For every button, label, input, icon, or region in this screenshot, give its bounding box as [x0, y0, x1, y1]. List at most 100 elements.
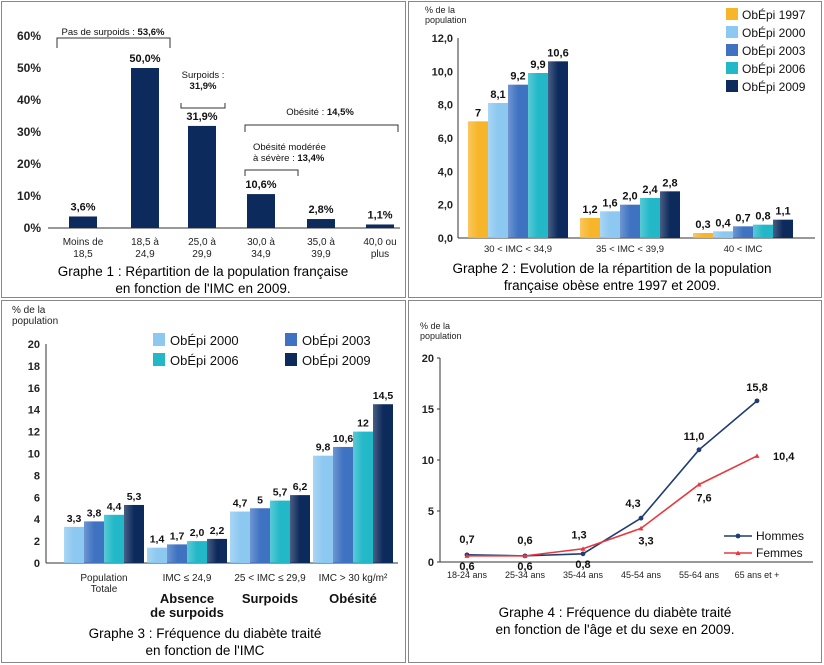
graph3-value-label: 9,8: [316, 442, 331, 454]
graph4-point: [696, 481, 702, 487]
graph3-category-label: Population: [80, 573, 127, 584]
graph4-xtick-label: 25-34 ans: [505, 570, 546, 580]
graph2-bar: [713, 231, 733, 238]
graph2-ytick-label: 0,0: [438, 233, 453, 245]
graph2-value-label: 7: [475, 107, 481, 119]
graph4-value-label: 0,6: [517, 535, 532, 547]
graph3-ytick-label: 0: [34, 558, 40, 570]
graph1-bar: [188, 125, 216, 228]
graph3-ylabel-line2: population: [12, 316, 58, 327]
graph2-ytick-label: 6,0: [438, 133, 453, 145]
graph3-category-label: 25 < IMC ≤ 29,9: [234, 573, 306, 584]
graph2-legend-swatch: [726, 62, 738, 74]
graph2-value-label: 9,9: [530, 59, 545, 71]
graph2-value-label: 2,0: [622, 191, 637, 203]
graph3-group-label: Absence: [160, 591, 214, 606]
graph2-bar: [548, 61, 568, 239]
graph1-bar: [307, 219, 335, 228]
graph4-value-label: 15,8: [746, 382, 767, 394]
graph2-value-label: 9,2: [510, 71, 525, 83]
graph1-value-label: 50,0%: [129, 53, 160, 65]
graph4-caption-line2: en fonction de l'âge et du sexe en 2009.: [495, 622, 734, 637]
graph4-ytick-label: 10: [422, 455, 434, 467]
graph4-ylabel-line1: % de la: [420, 321, 450, 331]
graph2-bar: [753, 224, 773, 238]
graph4-point: [696, 447, 702, 453]
graph4-point: [580, 551, 586, 557]
graph2-bar: [693, 233, 713, 238]
graph3-bar: [250, 508, 270, 563]
graph1-category-label: 30,0 à: [247, 237, 275, 248]
graph3-bar: [230, 511, 250, 563]
graph3-ytick-label: 8: [34, 470, 40, 482]
graph1-category-label: 18,5: [73, 249, 93, 260]
graph2-bar: [528, 73, 548, 238]
graph1-annotation-surpoids-line1: Surpoids :: [182, 70, 225, 81]
graph1-annotation-obesite: Obésité : 14,5%: [286, 107, 354, 118]
graph4-series-line: [466, 400, 758, 557]
graph2-legend-swatch: [726, 8, 738, 20]
graph4-point: [522, 553, 528, 558]
graph2-legend-label: ObÉpi 2003: [742, 43, 806, 58]
graph2-value-label: 0,4: [715, 217, 731, 229]
graph4-value-label: 3,3: [638, 535, 653, 547]
graph4-xtick-label: 35-44 ans: [563, 570, 604, 580]
graph1-bracket-obesite-moderee: [244, 169, 299, 176]
graph2-caption-line1: Graphe 2 : Evolution de la répartition d…: [453, 261, 772, 276]
graph1-category-label: 40,0 ou: [363, 237, 396, 248]
graph3-ytick-label: 10: [28, 449, 40, 461]
graph4-caption-line1: Graphe 4 : Fréquence du diabète traité: [499, 605, 732, 620]
graph2-bar: [640, 198, 660, 238]
graph3-value-label: 6,2: [293, 481, 308, 493]
graph3-legend-label: ObÉpi 2000: [170, 333, 239, 348]
graph1-annotation-obesite-moderee-line1: Obésité modérée: [253, 142, 326, 153]
graph1-bar: [69, 216, 97, 228]
graph1-category-label: 39,9: [311, 249, 331, 260]
graph3-bar: [167, 544, 187, 563]
graph4-point: [754, 398, 760, 404]
graph4-ytick-label: 5: [428, 506, 434, 518]
graph3-legend-label: ObÉpi 2009: [302, 353, 371, 368]
graph3-category-label: Totale: [91, 584, 118, 595]
graph3-legend-swatch: [285, 333, 297, 346]
graph2-bar: [620, 204, 640, 238]
graph2-ytick-label: 8,0: [438, 100, 453, 112]
graph3-bar: [290, 495, 310, 563]
graph3-value-label: 12: [357, 418, 369, 430]
graph4-point: [754, 453, 760, 458]
graph3-value-label: 3,3: [67, 513, 82, 525]
graph1-category-label: 25,0 à: [188, 237, 216, 248]
graph3-legend-label: ObÉpi 2006: [170, 353, 239, 368]
graph2-value-label: 8,1: [490, 89, 505, 101]
graph1-ytick-label: 20%: [17, 157, 41, 171]
graph1-value-label: 3,6%: [70, 201, 95, 213]
graph4-value-label: 0,7: [459, 534, 474, 546]
graph3-ytick-label: 4: [34, 514, 41, 526]
graph2-category-label: 40 < IMC: [724, 244, 763, 255]
graph3-group-label: Obésité: [329, 591, 377, 606]
graph3-group-label: de surpoids: [150, 605, 224, 620]
graph4-point: [580, 546, 586, 551]
graph4-value-label: 11,0: [684, 431, 705, 443]
graph2-bar: [660, 191, 680, 238]
graph3-ytick-label: 2: [34, 536, 40, 548]
graph2-ytick-label: 4,0: [438, 166, 453, 178]
graph3-bar: [147, 547, 167, 563]
graph3-value-label: 2,2: [210, 525, 225, 537]
graph4-value-label: 1,3: [571, 530, 586, 542]
graph2-bar: [733, 226, 753, 238]
graph4-point: [638, 525, 644, 531]
graph4-series-line: [467, 455, 758, 557]
graph4-ytick-label: 15: [422, 404, 434, 416]
graph3-group-label: Surpoids: [242, 591, 298, 606]
graph1-category-label: 29,9: [192, 249, 212, 260]
graph2-ylabel-line2: population: [425, 15, 467, 25]
graph3-value-label: 4,7: [233, 498, 248, 510]
graph4-legend-label: Hommes: [756, 529, 804, 543]
graph3-ytick-label: 20: [28, 339, 40, 351]
graph2-ytick-label: 10,0: [432, 66, 453, 78]
graph4-xtick-label: 45-54 ans: [621, 570, 662, 580]
graph2-legend-swatch: [726, 80, 738, 92]
